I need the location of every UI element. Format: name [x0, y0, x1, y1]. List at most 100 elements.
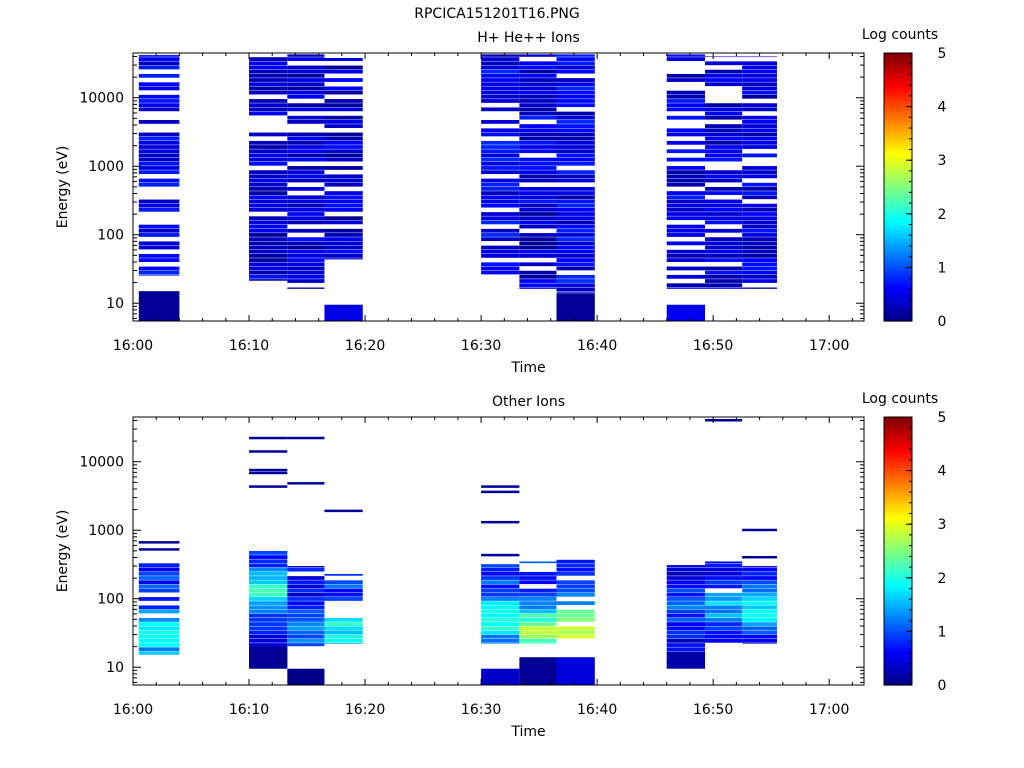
- heatmap-cell: [287, 245, 325, 250]
- heatmap-cell: [519, 174, 557, 179]
- heatmap-cell: [287, 94, 325, 99]
- heatmap-cell: [481, 153, 520, 158]
- heatmap-cell: [556, 580, 595, 585]
- heatmap-cell: [705, 567, 743, 572]
- heatmap-cell: [287, 613, 325, 618]
- colorbar-segment: [884, 178, 912, 183]
- heatmap-cell: [556, 199, 595, 204]
- heatmap-cell: [556, 584, 595, 589]
- heatmap-cell: [481, 99, 520, 103]
- heatmap-cell: [519, 111, 557, 116]
- heatmap-cell: [249, 571, 288, 576]
- colorbar-segment: [884, 572, 912, 576]
- heatmap-cell: [324, 145, 363, 149]
- heatmap-cell: [249, 90, 288, 95]
- heatmap-cell: [287, 220, 325, 225]
- heatmap-cell: [705, 145, 743, 149]
- colorbar-segment: [884, 427, 912, 431]
- colorbar-segment: [884, 612, 912, 616]
- heatmap-cell: [742, 103, 777, 108]
- heatmap-cell: [324, 120, 363, 124]
- heatmap-cell: [481, 592, 520, 597]
- heatmap-cell: [481, 212, 520, 216]
- heatmap-cell: [705, 634, 743, 639]
- colorbar-segment: [884, 682, 912, 686]
- heatmap-cell: [666, 266, 706, 271]
- heatmap-cell: [249, 563, 288, 568]
- heatmap-cell: [666, 622, 706, 626]
- heatmap-cell: [481, 601, 520, 606]
- colorbar-segment: [884, 542, 912, 547]
- heatmap-cell: [249, 601, 288, 606]
- heatmap-cell: [249, 613, 288, 618]
- heatmap-cell: [287, 634, 325, 639]
- heatmap-cell: [138, 541, 180, 544]
- heatmap-cell: [519, 65, 557, 70]
- heatmap-cell: [742, 203, 777, 208]
- colorbar-segment: [884, 173, 912, 177]
- heatmap-cell: [666, 57, 706, 61]
- colorbar-segment: [884, 679, 912, 683]
- colorbar-segment: [884, 71, 912, 76]
- heatmap-cell: [481, 82, 520, 87]
- heatmap-cell: [481, 270, 520, 275]
- heatmap-cell: [742, 191, 777, 195]
- heatmap-cell: [705, 613, 743, 618]
- heatmap-cell: [742, 107, 777, 112]
- heatmap-cell: [666, 613, 706, 618]
- heatmap-cell: [556, 212, 595, 216]
- colorbar-segment: [884, 275, 912, 279]
- colorbar-segment: [884, 575, 912, 579]
- colorbar-segment: [884, 497, 912, 501]
- colorbar-segment: [884, 95, 912, 100]
- colorbar-segment: [884, 195, 912, 199]
- heatmap-cell: [556, 120, 595, 124]
- heatmap-cell: [705, 170, 743, 175]
- heatmap-cell: [481, 520, 520, 524]
- colorbar-segment: [884, 278, 912, 282]
- heatmap-cell: [556, 626, 595, 631]
- heatmap-cell: [742, 555, 777, 559]
- heatmap-cell: [705, 149, 743, 154]
- heatmap-cell: [324, 630, 363, 635]
- heatmap-cell: [666, 132, 706, 137]
- heatmap-cell: [705, 419, 743, 422]
- heatmap-cell: [742, 634, 777, 639]
- heatmap-cell: [249, 646, 288, 669]
- colorbar-tick-label: 4: [938, 100, 947, 116]
- heatmap-cell: [742, 266, 777, 271]
- heatmap-cell: [249, 107, 288, 112]
- heatmap-cell: [666, 584, 706, 589]
- y-tick-label: 10: [106, 660, 124, 676]
- heatmap-cell: [324, 304, 363, 321]
- heatmap-cell: [666, 115, 706, 120]
- heatmap-cell: [705, 638, 743, 643]
- heatmap-cell: [666, 195, 706, 200]
- heatmap-cell: [324, 618, 363, 622]
- colorbar-segment: [884, 165, 912, 169]
- heatmap-cell: [519, 78, 557, 82]
- heatmap-cell: [138, 103, 180, 108]
- heatmap-cell: [287, 178, 325, 183]
- heatmap-cell: [481, 597, 520, 601]
- heatmap-cell: [287, 584, 325, 589]
- heatmap-cell: [556, 293, 595, 321]
- colorbar-segment: [884, 310, 912, 314]
- colorbar-segment: [884, 192, 912, 196]
- heatmap-cell: [556, 274, 595, 279]
- heatmap-cell: [519, 207, 557, 212]
- colorbar-segment: [884, 422, 912, 426]
- heatmap-cell: [249, 103, 288, 108]
- heatmap-cell: [666, 228, 706, 233]
- colorbar-segment: [884, 270, 912, 274]
- heatmap-cell: [287, 588, 325, 593]
- colorbar-segment: [884, 548, 912, 552]
- heatmap-cell: [138, 233, 180, 237]
- heatmap-cell: [556, 187, 595, 191]
- heatmap-cell: [138, 651, 180, 655]
- heatmap-cell: [481, 584, 520, 589]
- heatmap-cell: [481, 182, 520, 187]
- heatmap-cell: [249, 61, 288, 66]
- heatmap-cell: [287, 140, 325, 145]
- heatmap-cell: [138, 65, 180, 70]
